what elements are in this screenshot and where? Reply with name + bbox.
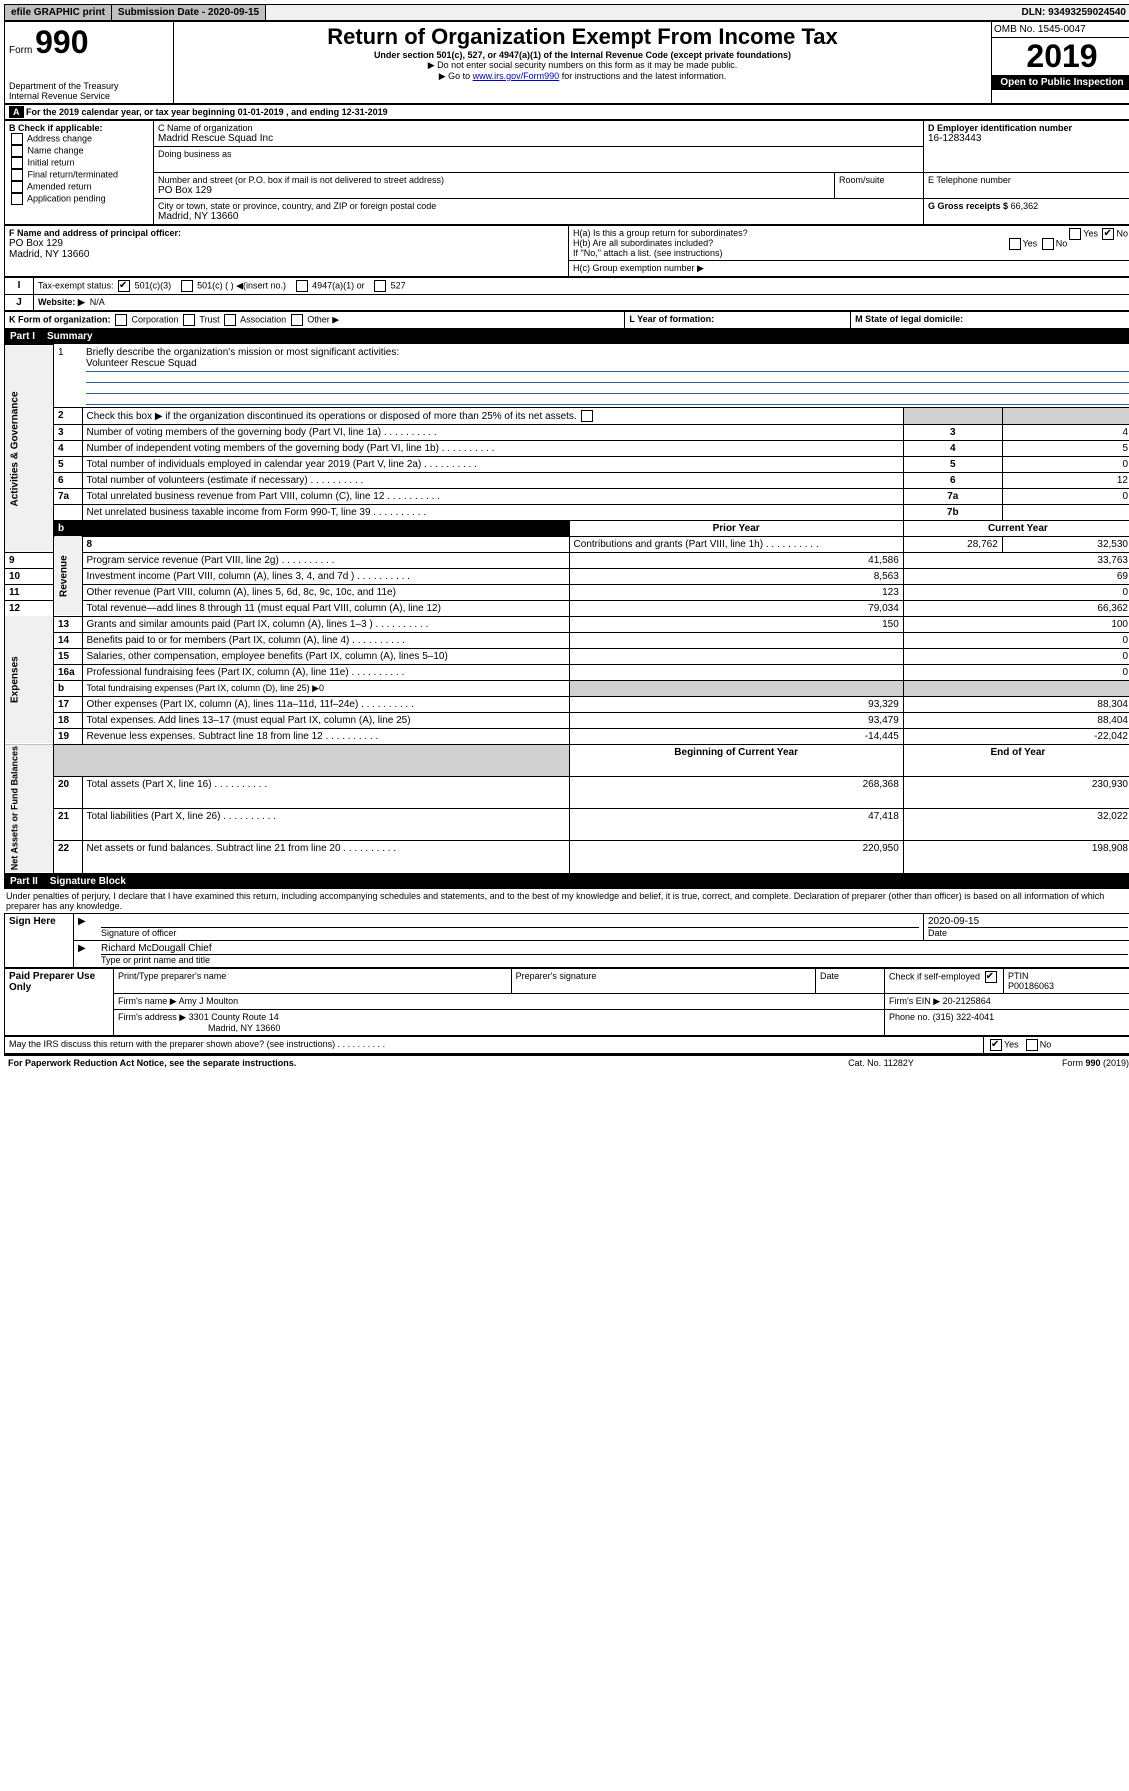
officer-addr1: PO Box 129 <box>9 238 564 249</box>
tax-status-label: Tax-exempt status: <box>38 280 114 290</box>
gross-receipts-label: G Gross receipts $ <box>928 201 1008 211</box>
goto-note: Go to www.irs.gov/Form990 for instructio… <box>178 71 987 82</box>
entity-block: B Check if applicable: Address change Na… <box>4 120 1129 225</box>
firm-addr1: 3301 County Route 14 <box>189 1012 279 1022</box>
gross-receipts-value: 66,362 <box>1011 201 1039 211</box>
date-label: Date <box>928 928 1128 938</box>
name-label: C Name of organization <box>158 123 919 133</box>
hb-label: H(b) Are all subordinates included? <box>573 238 713 248</box>
cat-no: Cat. No. 11282Y <box>797 1055 965 1070</box>
form-title: Return of Organization Exempt From Incom… <box>178 24 987 50</box>
ptin-value: P00186063 <box>1008 981 1054 991</box>
phone-label: E Telephone number <box>924 173 1129 199</box>
paperwork-notice: For Paperwork Reduction Act Notice, see … <box>4 1055 797 1070</box>
paid-preparer-label: Paid Preparer Use Only <box>5 968 114 1035</box>
firm-addr-label: Firm's address ▶ <box>118 1012 186 1022</box>
hc-label: H(c) Group exemption number ▶ <box>569 261 1129 277</box>
firm-name-label: Firm's name ▶ <box>118 996 177 1006</box>
dln-label: DLN: 93493259024540 <box>1015 5 1129 20</box>
omb-number: OMB No. 1545-0047 <box>992 22 1129 38</box>
perjury-text: Under penalties of perjury, I declare th… <box>4 889 1129 913</box>
room-suite: Room/suite <box>835 173 924 199</box>
form-number: 990 <box>35 24 88 60</box>
officer-label: F Name and address of principal officer: <box>9 228 564 238</box>
street-label: Number and street (or P.O. box if mail i… <box>158 175 830 185</box>
org-name: Madrid Rescue Squad Inc <box>158 133 919 144</box>
part1-header: Part ISummary <box>4 329 1129 344</box>
part2-header: Part IISignature Block <box>4 874 1129 889</box>
prep-name-label: Print/Type preparer's name <box>114 968 512 993</box>
ein-value: 16-1283443 <box>928 133 1128 144</box>
form-subtitle: Under section 501(c), 527, or 4947(a)(1)… <box>178 50 987 60</box>
firm-ein: 20-2125864 <box>943 996 991 1006</box>
firm-phone-label: Phone no. <box>889 1012 930 1022</box>
block-b-label: B Check if applicable: <box>9 123 103 133</box>
section-governance: Activities & Governance <box>5 345 54 553</box>
signature-block: Sign Here ▶ Signature of officer 2020-09… <box>4 913 1129 968</box>
mission-text: Volunteer Rescue Squad <box>86 358 197 369</box>
section-revenue: Revenue <box>54 536 83 616</box>
paid-preparer-block: Paid Preparer Use Only Print/Type prepar… <box>4 968 1129 1036</box>
hb-note: If "No," attach a list. (see instruction… <box>573 248 722 258</box>
prep-date-label: Date <box>816 968 885 993</box>
irs-link[interactable]: www.irs.gov/Form990 <box>473 71 560 81</box>
mission-label: Briefly describe the organization's miss… <box>86 347 399 358</box>
state-domicile: M State of legal domicile: <box>851 312 1129 329</box>
tax-year: 2019 <box>992 38 1129 75</box>
submission-date-button[interactable]: Submission Date - 2020-09-15 <box>112 5 266 20</box>
section-netassets: Net Assets or Fund Balances <box>5 744 54 873</box>
year-formation: L Year of formation: <box>625 312 851 329</box>
sig-date: 2020-09-15 <box>928 916 1128 928</box>
form-header: Form 990 Department of the TreasuryInter… <box>4 21 1129 104</box>
firm-addr2: Madrid, NY 13660 <box>208 1023 280 1033</box>
period-line: A For the 2019 calendar year, or tax yea… <box>5 105 1129 120</box>
city-label: City or town, state or province, country… <box>158 201 919 211</box>
firm-name: Amy J Moulton <box>179 996 239 1006</box>
section-expenses: Expenses <box>5 616 54 744</box>
prep-sig-label: Preparer's signature <box>511 968 815 993</box>
ha-label: H(a) Is this a group return for subordin… <box>573 228 748 238</box>
dept-treasury: Department of the TreasuryInternal Reven… <box>9 81 169 101</box>
form-footer: Form 990 (2019) <box>1062 1058 1129 1068</box>
type-name-label: Type or print name and title <box>101 955 1128 965</box>
website-value: N/A <box>90 297 105 307</box>
sig-officer-label: Signature of officer <box>101 928 919 938</box>
top-bar: efile GRAPHIC print Submission Date - 20… <box>4 4 1129 21</box>
firm-phone: (315) 322-4041 <box>933 1012 995 1022</box>
website-label: Website: ▶ <box>38 297 85 307</box>
line2-text: Check this box ▶ if the organization dis… <box>82 407 903 424</box>
city-value: Madrid, NY 13660 <box>158 211 919 222</box>
dba-label: Doing business as <box>158 149 919 159</box>
efile-print-button[interactable]: efile GRAPHIC print <box>5 5 112 20</box>
form-word: Form <box>9 45 32 56</box>
officer-name-title: Richard McDougall Chief <box>101 943 1128 955</box>
street-value: PO Box 129 <box>158 185 830 196</box>
ssn-note: Do not enter social security numbers on … <box>178 60 987 71</box>
open-inspection: Open to Public Inspection <box>992 75 1129 90</box>
firm-ein-label: Firm's EIN ▶ <box>889 996 940 1006</box>
discuss-question: May the IRS discuss this return with the… <box>5 1036 984 1053</box>
sign-here: Sign Here <box>5 913 74 967</box>
ptin-label: PTIN <box>1008 971 1029 981</box>
summary-table: Activities & Governance 1 Briefly descri… <box>4 344 1129 874</box>
officer-addr2: Madrid, NY 13660 <box>9 249 564 260</box>
ein-label: D Employer identification number <box>928 123 1128 133</box>
org-form-label: K Form of organization: <box>9 314 111 324</box>
